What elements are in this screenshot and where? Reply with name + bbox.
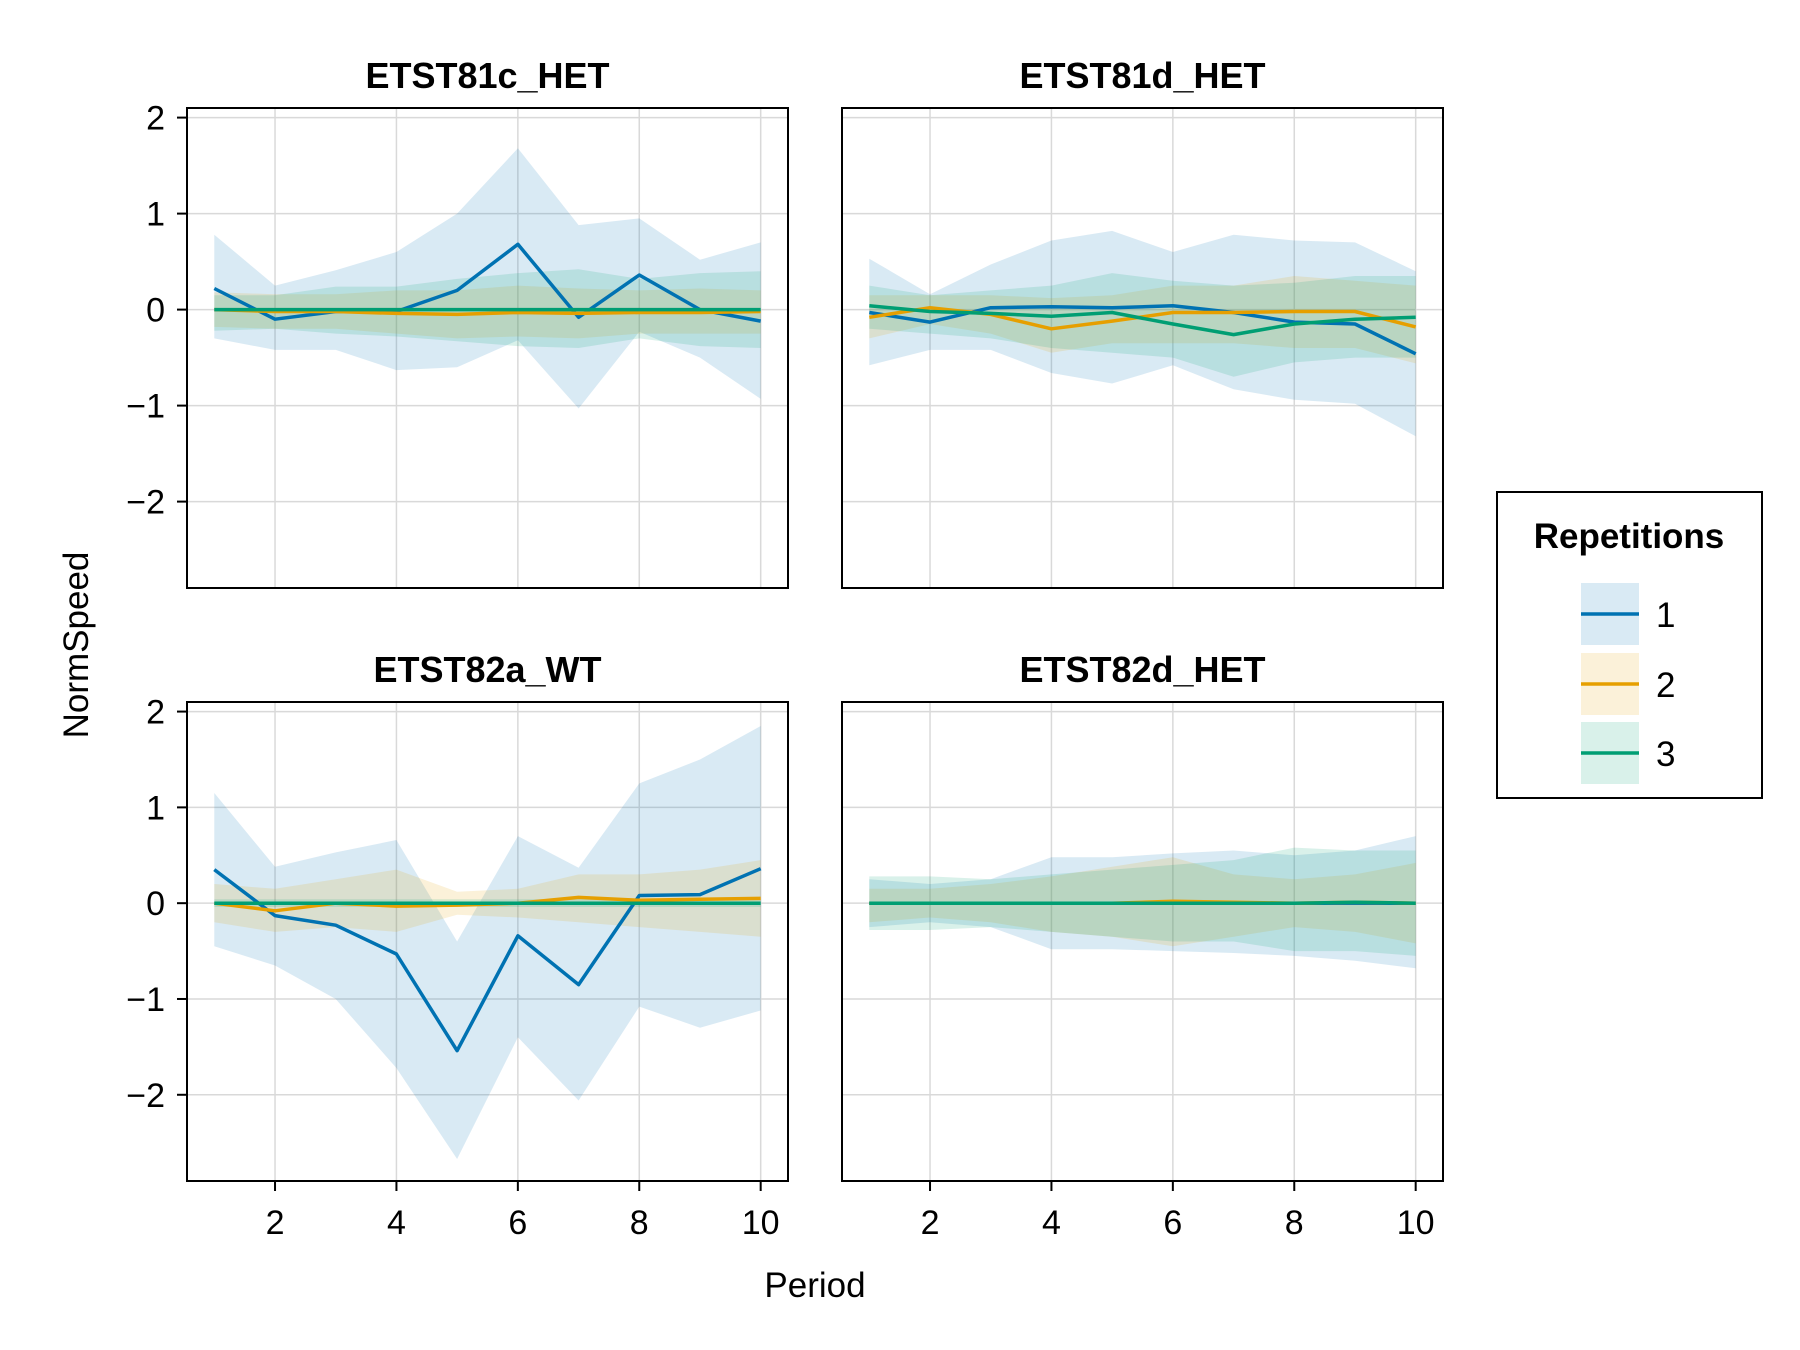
panel-2: ETST81d_HET — [841, 55, 1444, 589]
legend-title: Repetitions — [1534, 517, 1725, 556]
line-series-2 — [214, 307, 761, 317]
x-tick-label: 2 — [266, 1204, 285, 1242]
y-tick-label: 2 — [146, 694, 165, 732]
panel-title: ETST82a_WT — [373, 649, 601, 690]
band-series-1 — [869, 230, 1416, 437]
panel-title: ETST81c_HET — [365, 55, 609, 96]
panel-frame — [841, 107, 1444, 589]
y-axis-label: NormSpeed — [57, 552, 96, 739]
band-series-1 — [214, 148, 761, 409]
panel-1: ETST81c_HET 2 1 0 −1 −2 — [126, 55, 789, 589]
x-tick-label: 8 — [630, 1204, 649, 1242]
panel-frame — [186, 701, 789, 1182]
panel-title: ETST82d_HET — [1019, 649, 1265, 690]
y-tick-label: 0 — [146, 292, 165, 330]
panel-title: ETST81d_HET — [1019, 55, 1265, 96]
band-series-3 — [869, 273, 1416, 377]
x-tick-label: 4 — [1042, 1204, 1061, 1242]
y-tick-label: −1 — [126, 981, 165, 1019]
legend-frame — [1496, 491, 1763, 799]
panel-4: ETST82d_HET 2 4 6 8 10 — [841, 649, 1444, 1242]
panel-frame — [841, 701, 1444, 1182]
legend-label-2: 2 — [1656, 666, 1675, 705]
x-tick-label: 6 — [508, 1204, 527, 1242]
x-tick-label: 6 — [1163, 1204, 1182, 1242]
line-series-1 — [213, 867, 762, 1053]
y-tick-label: −2 — [126, 484, 165, 522]
legend: Repetitions 1 2 3 — [1496, 491, 1763, 799]
x-tick-label: 2 — [921, 1204, 940, 1242]
y-tick-label: 1 — [146, 196, 165, 234]
y-tick-label: 0 — [146, 885, 165, 923]
line-series-3 — [869, 304, 1416, 337]
y-tick-label: −2 — [126, 1077, 165, 1115]
x-tick-label: 10 — [1397, 1204, 1435, 1242]
legend-label-1: 1 — [1656, 596, 1675, 635]
band-series-1 — [214, 726, 761, 1159]
line-series-3 — [869, 900, 1416, 905]
x-axis-label: Period — [764, 1266, 865, 1305]
x-tick-label: 10 — [742, 1204, 780, 1242]
y-tick-label: 1 — [146, 789, 165, 827]
legend-label-3: 3 — [1656, 735, 1675, 774]
x-tick-label: 8 — [1285, 1204, 1304, 1242]
y-tick-label: −1 — [126, 388, 165, 426]
line-series-1 — [213, 242, 762, 323]
x-tick-label: 4 — [387, 1204, 406, 1242]
y-tick-label: 2 — [146, 100, 165, 138]
panel-frame — [186, 107, 789, 589]
